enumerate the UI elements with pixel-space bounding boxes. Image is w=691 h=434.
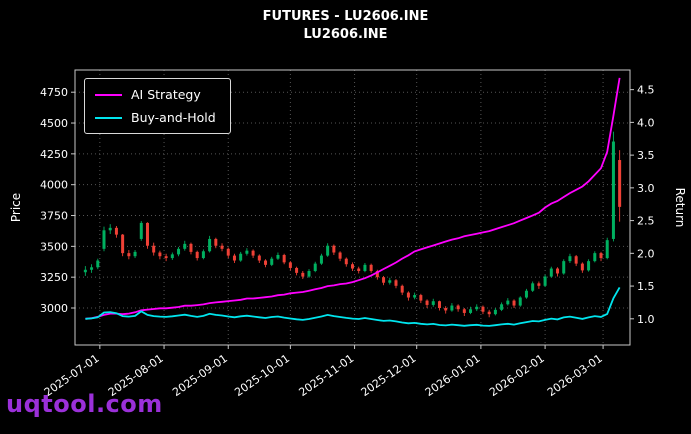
buy-and-hold-line-swatch	[95, 116, 122, 119]
y-axis-label-return: Return	[673, 188, 687, 228]
svg-text:4750: 4750	[40, 86, 68, 99]
svg-text:3000: 3000	[40, 302, 68, 315]
y-axis-label-price: Price	[9, 193, 23, 222]
candlestick-series	[83, 131, 622, 318]
svg-text:4000: 4000	[40, 179, 68, 192]
svg-text:1.5: 1.5	[637, 280, 655, 293]
legend-label-buy-and-hold: Buy-and-Hold	[131, 110, 216, 125]
svg-text:2025-10-01: 2025-10-01	[232, 352, 292, 399]
title-block: FUTURES - LU2606.INE LU2606.INE	[0, 8, 691, 44]
y-axis-left: 3000 3250 3500 3750 4000 4250 4500 4750	[40, 86, 75, 315]
svg-text:4.0: 4.0	[637, 116, 655, 129]
legend-label-ai-strategy: AI Strategy	[131, 87, 201, 102]
svg-text:2025-09-01: 2025-09-01	[170, 352, 230, 399]
legend: AI Strategy Buy-and-Hold	[84, 78, 231, 134]
y-axis-right: 1.0 1.5 2.0 2.5 3.0 3.5 4.0 4.5	[630, 84, 655, 326]
svg-text:3750: 3750	[40, 210, 68, 223]
chart-title: FUTURES - LU2606.INE	[262, 9, 429, 24]
svg-text:2026-02-01: 2026-02-01	[487, 352, 547, 399]
legend-item-buy-and-hold: Buy-and-Hold	[95, 110, 216, 125]
svg-text:2025-12-01: 2025-12-01	[359, 352, 419, 399]
legend-item-ai-strategy: AI Strategy	[95, 87, 216, 102]
svg-text:1.0: 1.0	[637, 313, 655, 326]
svg-text:3250: 3250	[40, 271, 68, 284]
svg-text:4250: 4250	[40, 148, 68, 161]
svg-text:2025-11-01: 2025-11-01	[296, 352, 356, 399]
svg-text:3.5: 3.5	[637, 149, 655, 162]
ai-strategy-line-swatch	[95, 93, 122, 96]
watermark: uqtool.com	[6, 390, 163, 418]
svg-text:2026-01-01: 2026-01-01	[423, 352, 483, 399]
chart-subtitle: LU2606.INE	[303, 27, 388, 42]
ai-strategy-line	[85, 77, 621, 320]
buy-and-hold-line	[85, 286, 621, 327]
plot-border	[74, 69, 631, 346]
svg-text:4500: 4500	[40, 117, 68, 130]
svg-text:3.0: 3.0	[637, 182, 655, 195]
svg-text:2026-03-01: 2026-03-01	[545, 352, 605, 399]
svg-text:3500: 3500	[40, 240, 68, 253]
svg-text:2.0: 2.0	[637, 247, 655, 260]
svg-text:2.5: 2.5	[637, 215, 655, 228]
svg-text:4.5: 4.5	[637, 84, 655, 97]
